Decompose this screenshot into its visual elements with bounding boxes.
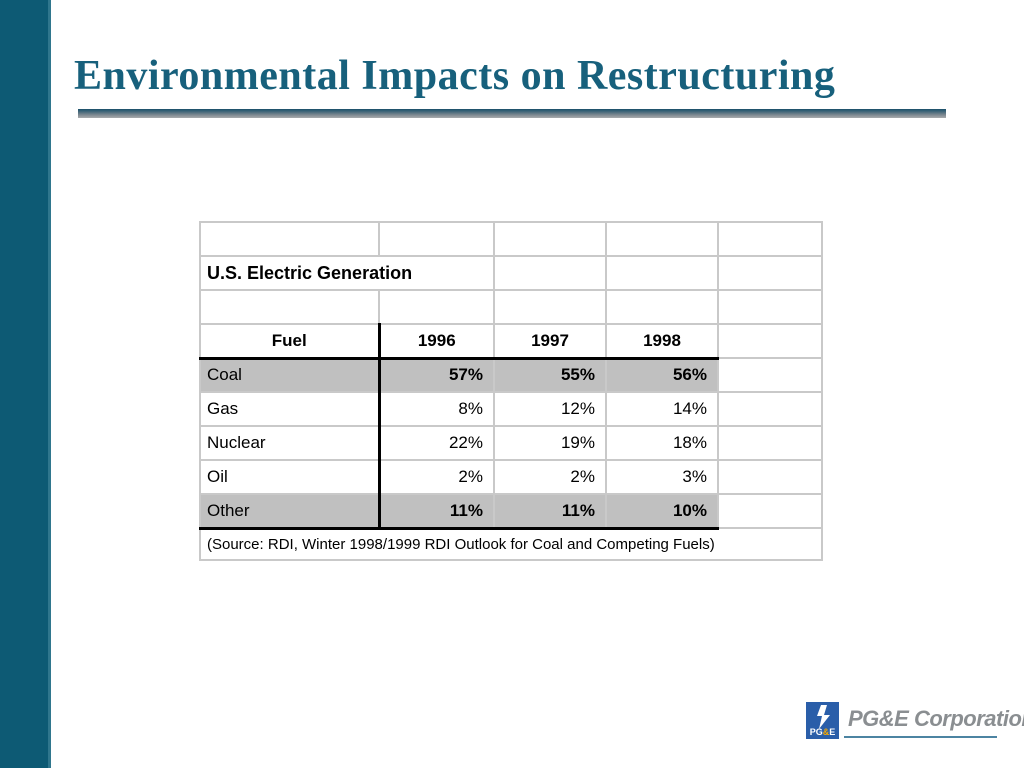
table-cell-empty bbox=[717, 459, 823, 495]
coal-1997-value: 55% bbox=[493, 357, 607, 393]
fuel-label-coal: Coal bbox=[199, 357, 381, 393]
table-row-nuclear: Nuclear 22% 19% 18% bbox=[199, 425, 823, 461]
table-row-gas: Gas 8% 12% 14% bbox=[199, 391, 823, 427]
pge-logo: PG&E PG&E CorporationTM bbox=[806, 700, 1024, 748]
coal-1998-value: 56% bbox=[605, 357, 719, 393]
pge-company-name-text: PG&E Corporation bbox=[848, 706, 1024, 731]
pge-company-name: PG&E CorporationTM bbox=[848, 706, 1024, 732]
nuclear-1997-value: 19% bbox=[493, 425, 607, 461]
table-cell-empty bbox=[717, 289, 823, 325]
fuel-label-oil: Oil bbox=[199, 459, 381, 495]
oil-1996-value: 2% bbox=[378, 459, 495, 495]
table-cell-empty bbox=[605, 221, 719, 257]
slide-title: Environmental Impacts on Restructuring bbox=[74, 53, 836, 99]
gas-1997-value: 12% bbox=[493, 391, 607, 427]
table-row-source: (Source: RDI, Winter 1998/1999 RDI Outlo… bbox=[199, 527, 823, 561]
table-cell-empty bbox=[717, 425, 823, 461]
fuel-label-other: Other bbox=[199, 493, 381, 530]
coal-1996-value: 57% bbox=[378, 357, 495, 393]
table-cell-empty bbox=[378, 221, 495, 257]
nuclear-1996-value: 22% bbox=[378, 425, 495, 461]
table-cell-empty bbox=[717, 493, 823, 529]
other-1997-value: 11% bbox=[493, 493, 607, 530]
table-row-other: Other 11% 11% 10% bbox=[199, 493, 823, 530]
source-note: (Source: RDI, Winter 1998/1999 RDI Outlo… bbox=[199, 527, 823, 561]
title-underline-bar bbox=[78, 109, 946, 118]
column-header-1997: 1997 bbox=[493, 323, 607, 360]
table-cell-empty bbox=[493, 255, 607, 291]
fuel-label-gas: Gas bbox=[199, 391, 381, 427]
table-cell-empty bbox=[493, 289, 607, 325]
table-cell-empty bbox=[717, 221, 823, 257]
table-cell-empty bbox=[493, 221, 607, 257]
other-1996-value: 11% bbox=[378, 493, 495, 530]
gas-1996-value: 8% bbox=[378, 391, 495, 427]
pge-logo-mark-icon: PG&E bbox=[806, 702, 839, 739]
column-header-1998: 1998 bbox=[605, 323, 719, 360]
table-cell-empty bbox=[605, 289, 719, 325]
table-caption: U.S. Electric Generation bbox=[199, 255, 495, 291]
table-cell-empty bbox=[717, 391, 823, 427]
svg-text:PG&E: PG&E bbox=[810, 727, 836, 737]
table-row-coal: Coal 57% 55% 56% bbox=[199, 357, 823, 393]
table-row-blank-mid bbox=[199, 289, 823, 325]
table-cell-empty bbox=[717, 323, 823, 359]
column-header-fuel: Fuel bbox=[199, 323, 381, 360]
table-row-oil: Oil 2% 2% 3% bbox=[199, 459, 823, 495]
table-cell-empty bbox=[717, 357, 823, 393]
table-cell-empty bbox=[199, 221, 380, 257]
table-cell-empty bbox=[378, 289, 495, 325]
table-header-row: Fuel 1996 1997 1998 bbox=[199, 323, 823, 360]
table-cell-empty bbox=[717, 255, 823, 291]
fuel-label-nuclear: Nuclear bbox=[199, 425, 381, 461]
oil-1998-value: 3% bbox=[605, 459, 719, 495]
column-header-1996: 1996 bbox=[378, 323, 495, 360]
left-accent-bar bbox=[0, 0, 51, 768]
table-cell-empty bbox=[605, 255, 719, 291]
table-cell-empty bbox=[199, 289, 380, 325]
generation-table: U.S. Electric Generation Fuel 1996 1997 … bbox=[199, 221, 823, 561]
table-row-blank-top bbox=[199, 221, 823, 257]
pge-logo-underline bbox=[844, 736, 997, 738]
table-row-caption: U.S. Electric Generation bbox=[199, 255, 823, 291]
oil-1997-value: 2% bbox=[493, 459, 607, 495]
other-1998-value: 10% bbox=[605, 493, 719, 530]
nuclear-1998-value: 18% bbox=[605, 425, 719, 461]
gas-1998-value: 14% bbox=[605, 391, 719, 427]
